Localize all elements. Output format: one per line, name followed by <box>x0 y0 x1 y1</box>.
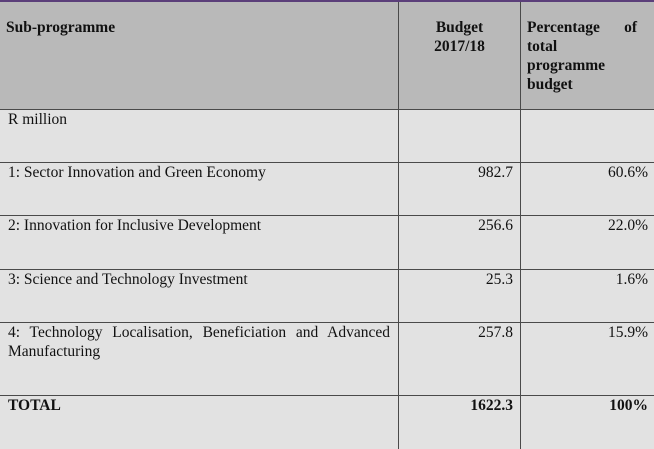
header-budget-line1: Budget <box>435 19 484 36</box>
percentage-cell: 22.0% <box>520 215 654 270</box>
table-body: R million 1: Sector Innovation and Green… <box>0 109 654 449</box>
header-percentage-line4: budget <box>527 76 573 93</box>
header-percentage-word2: of <box>624 19 637 36</box>
sub-programme-cell: 4: Technology Localisation, Beneficiatio… <box>0 322 399 396</box>
table-row: 4: Technology Localisation, Beneficiatio… <box>0 322 654 396</box>
percentage-cell: 1.6% <box>520 269 654 323</box>
sub-programme-cell: 1: Sector Innovation and Green Economy <box>0 162 399 216</box>
total-percentage-cell: 100% <box>520 395 654 449</box>
table-row: 2: Innovation for Inclusive Development … <box>0 215 654 270</box>
table-row-unit: R million <box>0 109 654 163</box>
header-budget: Budget 2017/18 <box>398 2 521 110</box>
budget-cell: 257.8 <box>398 322 521 396</box>
percentage-cell: 15.9% <box>520 322 654 396</box>
table-row-total: TOTAL 1622.3 100% <box>0 395 654 449</box>
header-percentage-line2: total <box>527 38 558 55</box>
table-row: 3: Science and Technology Investment 25.… <box>0 269 654 323</box>
header-percentage-line3: programme <box>527 57 606 74</box>
header-percentage-line1: Percentage of <box>527 18 637 37</box>
budget-cell: 25.3 <box>398 269 521 323</box>
header-budget-line2: 2017/18 <box>434 38 485 55</box>
unit-percentage-cell <box>520 109 654 163</box>
header-percentage-word1: Percentage <box>527 19 600 36</box>
table-header: Sub-programme Budget 2017/18 Percentage … <box>0 2 654 110</box>
budget-cell: 256.6 <box>398 215 521 270</box>
unit-budget-cell <box>398 109 521 163</box>
total-label-cell: TOTAL <box>0 395 399 449</box>
unit-label-cell: R million <box>0 109 399 163</box>
sub-programme-cell: 3: Science and Technology Investment <box>0 269 399 323</box>
percentage-cell: 60.6% <box>520 162 654 216</box>
sub-programme-cell: 2: Innovation for Inclusive Development <box>0 215 399 270</box>
header-percentage: Percentage of total programme budget <box>520 2 654 110</box>
header-row: Sub-programme Budget 2017/18 Percentage … <box>0 2 654 110</box>
table-row: 1: Sector Innovation and Green Economy 9… <box>0 162 654 216</box>
total-budget-cell: 1622.3 <box>398 395 521 449</box>
header-sub-programme: Sub-programme <box>0 2 399 110</box>
budget-cell: 982.7 <box>398 162 521 216</box>
